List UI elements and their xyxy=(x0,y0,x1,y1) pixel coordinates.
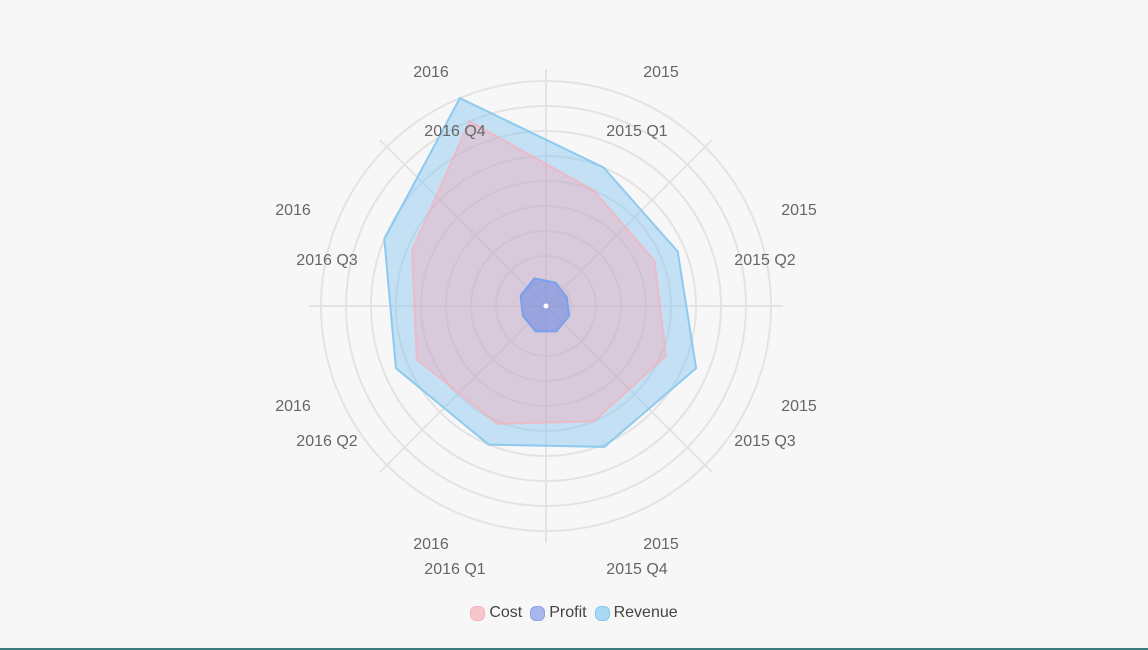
series-cost xyxy=(411,120,668,425)
axis-label-year-7: 2016 xyxy=(413,64,449,81)
chart-legend: Cost Profit Revenue xyxy=(0,604,1148,622)
legend-label-cost: Cost xyxy=(489,604,523,621)
series-revenue xyxy=(383,97,698,448)
axis-label-year-6: 2016 xyxy=(275,202,311,219)
axis-label-year-1: 2015 xyxy=(781,202,817,219)
legend-item-cost[interactable]: Cost xyxy=(470,604,522,622)
legend-item-profit[interactable]: Profit xyxy=(530,604,587,622)
legend-item-revenue[interactable]: Revenue xyxy=(594,604,678,622)
axis-label-quarter-3: 2015 Q4 xyxy=(606,561,667,578)
radar-svg: 2015 2015 Q1 2015 2015 Q2 2015 2015 Q3 2015 201… xyxy=(275,64,817,578)
radar-series xyxy=(383,97,698,448)
axis-label-quarter-0: 2015 Q1 xyxy=(606,123,667,140)
axis-label-quarter-6: 2016 Q3 xyxy=(296,252,357,269)
legend-label-profit: Profit xyxy=(549,604,587,621)
axis-label-quarter-5: 2016 Q2 xyxy=(296,433,357,450)
axis-label-year-4: 2016 xyxy=(413,536,449,553)
legend-swatch-cost xyxy=(470,605,486,621)
bottom-border xyxy=(0,648,1148,650)
legend-swatch-profit xyxy=(530,605,546,621)
radar-chart: 2015 2015 Q1 2015 2015 Q2 2015 2015 Q3 2015 201… xyxy=(275,64,817,578)
axis-label-quarter-7: 2016 Q4 xyxy=(424,123,485,140)
axis-label-quarter-4: 2016 Q1 xyxy=(424,561,485,578)
legend-label-revenue: Revenue xyxy=(613,604,678,621)
axis-label-quarter-1: 2015 Q2 xyxy=(734,252,795,269)
radar-axis-labels: 2015 2015 Q1 2015 2015 Q2 2015 2015 Q3 2015 201… xyxy=(275,64,817,578)
axis-label-year-2: 2015 xyxy=(781,398,817,415)
axis-label-year-5: 2016 xyxy=(275,398,311,415)
center-dot xyxy=(543,303,549,309)
axis-label-year-0: 2015 xyxy=(643,64,679,81)
axis-label-quarter-2: 2015 Q3 xyxy=(734,433,795,450)
axis-label-year-3: 2015 xyxy=(643,536,679,553)
legend-swatch-revenue xyxy=(594,605,610,621)
